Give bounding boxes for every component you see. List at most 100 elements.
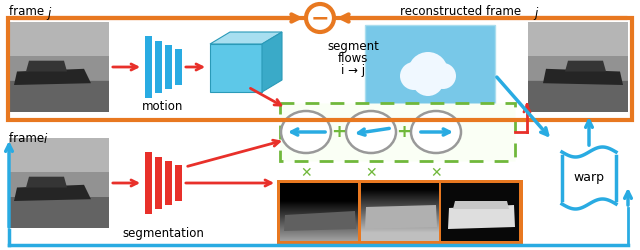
Text: frame: frame <box>9 5 48 18</box>
Bar <box>280 232 358 233</box>
Bar <box>361 218 439 219</box>
Bar <box>361 201 439 202</box>
Bar <box>9 138 109 228</box>
Bar <box>361 202 439 203</box>
Circle shape <box>412 64 444 96</box>
Text: $i$: $i$ <box>43 132 48 146</box>
Bar <box>361 211 439 212</box>
Ellipse shape <box>281 111 331 153</box>
Bar <box>361 231 439 232</box>
Bar <box>361 226 439 227</box>
Bar <box>361 210 439 211</box>
Bar <box>280 195 358 196</box>
Bar <box>361 225 439 226</box>
Polygon shape <box>14 185 91 201</box>
FancyBboxPatch shape <box>280 103 515 161</box>
Bar <box>280 205 358 206</box>
Circle shape <box>306 4 334 32</box>
Polygon shape <box>262 32 282 92</box>
Polygon shape <box>565 61 606 72</box>
Bar <box>361 214 439 215</box>
Bar <box>361 190 439 191</box>
Bar <box>361 183 439 184</box>
Bar <box>361 232 439 233</box>
Bar <box>280 211 358 212</box>
Bar <box>361 230 439 231</box>
Bar <box>280 230 358 231</box>
Bar <box>361 198 439 199</box>
Bar <box>280 235 358 236</box>
Bar <box>280 216 358 217</box>
Bar <box>280 208 358 209</box>
Bar <box>361 234 439 235</box>
Text: segment: segment <box>327 40 379 53</box>
Bar <box>361 215 439 216</box>
Text: warp: warp <box>573 172 605 184</box>
Bar <box>361 193 439 194</box>
Polygon shape <box>14 69 91 85</box>
Bar <box>361 203 439 204</box>
Text: segmentation: segmentation <box>122 227 204 240</box>
Bar <box>361 213 439 214</box>
Bar <box>280 223 358 224</box>
Bar <box>280 206 358 207</box>
Bar <box>280 215 358 216</box>
Bar <box>280 218 358 219</box>
Bar <box>361 228 439 229</box>
Bar <box>280 192 358 193</box>
Bar <box>280 193 358 194</box>
Bar <box>361 205 439 206</box>
Bar <box>175 165 182 201</box>
Circle shape <box>408 52 448 92</box>
Bar <box>280 238 358 239</box>
Bar <box>280 229 358 230</box>
Text: −: − <box>310 8 330 28</box>
Bar <box>280 239 358 240</box>
Bar <box>280 201 358 202</box>
Text: frame: frame <box>9 132 48 145</box>
Bar <box>528 22 628 56</box>
Text: flows: flows <box>338 52 368 65</box>
Bar <box>280 200 358 201</box>
Bar <box>280 224 358 225</box>
Bar <box>280 227 358 228</box>
Bar <box>280 207 358 208</box>
Bar <box>361 187 439 188</box>
Bar <box>361 233 439 234</box>
Bar <box>361 206 439 207</box>
Text: ✕: ✕ <box>430 166 442 180</box>
Bar <box>280 194 358 195</box>
Bar <box>280 237 358 238</box>
Bar <box>528 56 628 80</box>
Bar <box>361 194 439 195</box>
Bar <box>280 188 358 189</box>
Bar <box>165 45 172 89</box>
Bar <box>9 196 109 228</box>
Bar <box>361 222 439 223</box>
Bar <box>361 223 439 224</box>
Bar <box>361 209 439 210</box>
Bar <box>280 212 358 213</box>
Circle shape <box>427 67 449 89</box>
Bar <box>280 226 358 227</box>
Circle shape <box>400 62 428 90</box>
Bar <box>280 225 358 226</box>
Bar <box>9 22 109 112</box>
Bar <box>361 236 439 237</box>
Bar <box>9 138 109 172</box>
Bar <box>280 231 358 232</box>
Bar <box>280 196 358 197</box>
Bar <box>155 41 162 93</box>
Bar <box>145 152 152 214</box>
Bar <box>9 22 109 56</box>
Bar <box>280 222 358 223</box>
Bar <box>280 234 358 235</box>
Bar <box>280 210 358 211</box>
Bar <box>165 161 172 205</box>
Bar <box>361 229 439 230</box>
Text: ✕: ✕ <box>300 166 312 180</box>
Ellipse shape <box>346 111 396 153</box>
Polygon shape <box>284 211 356 231</box>
Bar <box>280 197 358 198</box>
Polygon shape <box>210 32 282 44</box>
